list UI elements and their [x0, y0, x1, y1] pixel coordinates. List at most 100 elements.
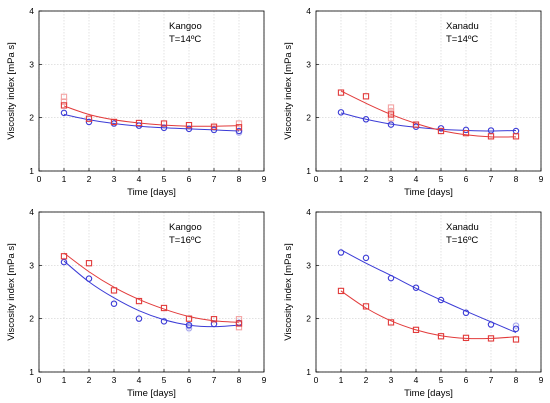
data-point-blue-circle — [185, 321, 193, 329]
variety-annotation: Xanadu — [446, 222, 479, 233]
data-point-blue-circle — [160, 124, 168, 132]
x-tick-label: 5 — [162, 375, 167, 385]
data-point-red-square — [160, 304, 168, 312]
data-point-red-square — [135, 297, 143, 305]
data-point-red-square — [60, 102, 68, 109]
x-tick-label: 5 — [439, 174, 444, 184]
data-point-blue-circle — [412, 284, 420, 291]
replicate-point-square — [235, 120, 243, 127]
data-point-red-square — [412, 121, 420, 128]
data-point-red-square — [185, 121, 193, 129]
x-tick-label: 9 — [262, 174, 267, 184]
data-point-blue-circle — [337, 249, 345, 256]
x-tick-label: 0 — [314, 174, 319, 184]
x-tick-label: 6 — [464, 174, 469, 184]
data-point-red-square — [235, 124, 243, 131]
data-point-red-square — [337, 89, 345, 96]
data-point-red-square — [337, 287, 345, 295]
x-tick-label: 8 — [237, 174, 242, 184]
data-point-blue-circle — [337, 109, 345, 116]
data-point-red-square — [512, 133, 520, 140]
data-point-red-square — [110, 287, 118, 294]
data-point-blue-circle — [185, 125, 193, 133]
data-point-red-square — [487, 335, 495, 342]
x-tick-label: 2 — [364, 375, 369, 385]
data-point-red-square — [362, 303, 370, 310]
x-tick-label: 8 — [237, 375, 242, 385]
y-tick-label: 4 — [29, 6, 34, 16]
data-point-red-square — [437, 127, 445, 135]
temperature-annotation: T=14ºC — [169, 34, 201, 45]
x-tick-label: 4 — [414, 375, 419, 385]
y-tick-label: 4 — [306, 207, 311, 217]
x-tick-label: 3 — [389, 375, 394, 385]
fit-curve-blue — [63, 260, 240, 328]
variety-annotation: Xanadu — [446, 21, 479, 32]
data-point-blue-circle — [512, 325, 520, 333]
x-tick-label: 2 — [87, 375, 92, 385]
variety-annotation: Kangoo — [169, 21, 202, 32]
data-point-blue-circle — [437, 296, 445, 304]
data-point-blue-circle — [487, 321, 495, 328]
x-tick-label: 3 — [112, 375, 117, 385]
x-tick-label: 3 — [112, 174, 117, 184]
data-point-red-square — [110, 118, 118, 126]
fit-curve-red — [340, 90, 517, 138]
y-tick-label: 1 — [306, 166, 311, 176]
data-point-blue-circle — [110, 300, 118, 307]
x-tick-label: 8 — [514, 174, 519, 184]
data-point-blue-circle — [362, 254, 370, 262]
x-tick-label: 0 — [37, 375, 42, 385]
y-tick-label: 2 — [29, 113, 34, 123]
y-tick-label: 4 — [29, 207, 34, 217]
x-tick-label: 7 — [212, 375, 217, 385]
data-point-red-square — [185, 315, 193, 322]
x-tick-label: 6 — [187, 174, 192, 184]
x-tick-label: 0 — [314, 375, 319, 385]
data-point-red-square — [210, 123, 218, 130]
y-tick-label: 3 — [306, 59, 311, 69]
data-point-blue-circle — [85, 275, 93, 282]
y-axis-label: Viscosity index [mPa s] — [6, 243, 17, 341]
x-tick-label: 7 — [489, 174, 494, 184]
replicate-point-square — [60, 98, 68, 105]
temperature-annotation: T=14ºC — [446, 34, 478, 45]
data-point-blue-circle — [462, 309, 470, 317]
y-tick-label: 1 — [29, 367, 34, 377]
y-tick-label: 2 — [29, 314, 34, 324]
x-tick-label: 0 — [37, 174, 42, 184]
replicate-point-square — [387, 104, 395, 111]
data-point-blue-circle — [60, 109, 68, 117]
data-point-red-square — [387, 111, 395, 118]
variety-annotation: Kangoo — [169, 222, 202, 233]
data-point-blue-circle — [85, 118, 93, 126]
x-axis-label: Time [days] — [404, 187, 453, 198]
y-tick-label: 2 — [306, 314, 311, 324]
data-point-red-square — [235, 320, 243, 327]
fit-curve-red — [340, 290, 517, 340]
x-tick-label: 3 — [389, 174, 394, 184]
data-point-red-square — [512, 336, 520, 343]
data-point-red-square — [60, 253, 68, 260]
plot-frame — [38, 10, 265, 172]
data-point-red-square — [462, 334, 470, 342]
y-tick-label: 3 — [306, 260, 311, 270]
x-axis-label: Time [days] — [404, 388, 453, 399]
data-point-blue-circle — [135, 315, 143, 322]
replicate-point-circle — [512, 322, 520, 329]
data-point-blue-circle — [235, 127, 243, 135]
x-tick-label: 6 — [187, 375, 192, 385]
data-point-red-square — [487, 133, 495, 140]
x-tick-label: 9 — [262, 375, 267, 385]
x-tick-label: 1 — [62, 375, 67, 385]
y-tick-label: 1 — [29, 166, 34, 176]
replicate-point-square — [235, 324, 243, 331]
y-axis-label: Viscosity index [mPa s] — [283, 42, 294, 140]
x-tick-label: 2 — [364, 174, 369, 184]
plot-frame — [315, 10, 542, 172]
